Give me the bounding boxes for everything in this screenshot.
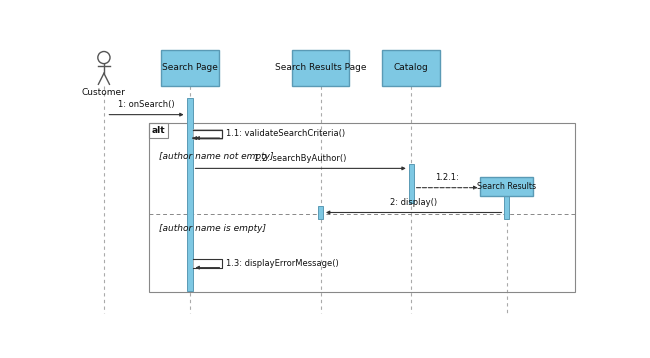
Bar (150, 123, 575, 292)
Text: alt: alt (152, 126, 166, 135)
Text: Customer: Customer (82, 88, 126, 97)
Text: Catalog: Catalog (394, 63, 428, 72)
Text: Search Results: Search Results (477, 182, 536, 191)
Text: 1.2: searchByAuthor(): 1.2: searchByAuthor() (254, 154, 347, 163)
Bar (318, 205, 323, 219)
Bar (292, 50, 350, 86)
Text: Search Results Page: Search Results Page (275, 63, 367, 72)
Bar (382, 50, 440, 86)
Bar (409, 164, 414, 203)
Text: 1.2.1:: 1.2.1: (436, 173, 459, 182)
Text: 1.3: displayErrorMessage(): 1.3: displayErrorMessage() (226, 259, 339, 268)
Text: Search Page: Search Page (162, 63, 218, 72)
Bar (504, 184, 510, 219)
Text: 1: onSearch(): 1: onSearch() (118, 100, 175, 109)
Text: [author name not empty]: [author name not empty] (159, 152, 274, 161)
Bar (150, 123, 168, 138)
Bar (192, 259, 222, 268)
Bar (161, 50, 218, 86)
Bar (480, 176, 534, 196)
Text: [author name is empty]: [author name is empty] (159, 223, 266, 232)
Bar (192, 129, 222, 139)
Text: 2: display(): 2: display() (390, 198, 437, 207)
Text: 1.1: validateSearchCriteria(): 1.1: validateSearchCriteria() (226, 130, 345, 139)
Bar (187, 98, 192, 291)
